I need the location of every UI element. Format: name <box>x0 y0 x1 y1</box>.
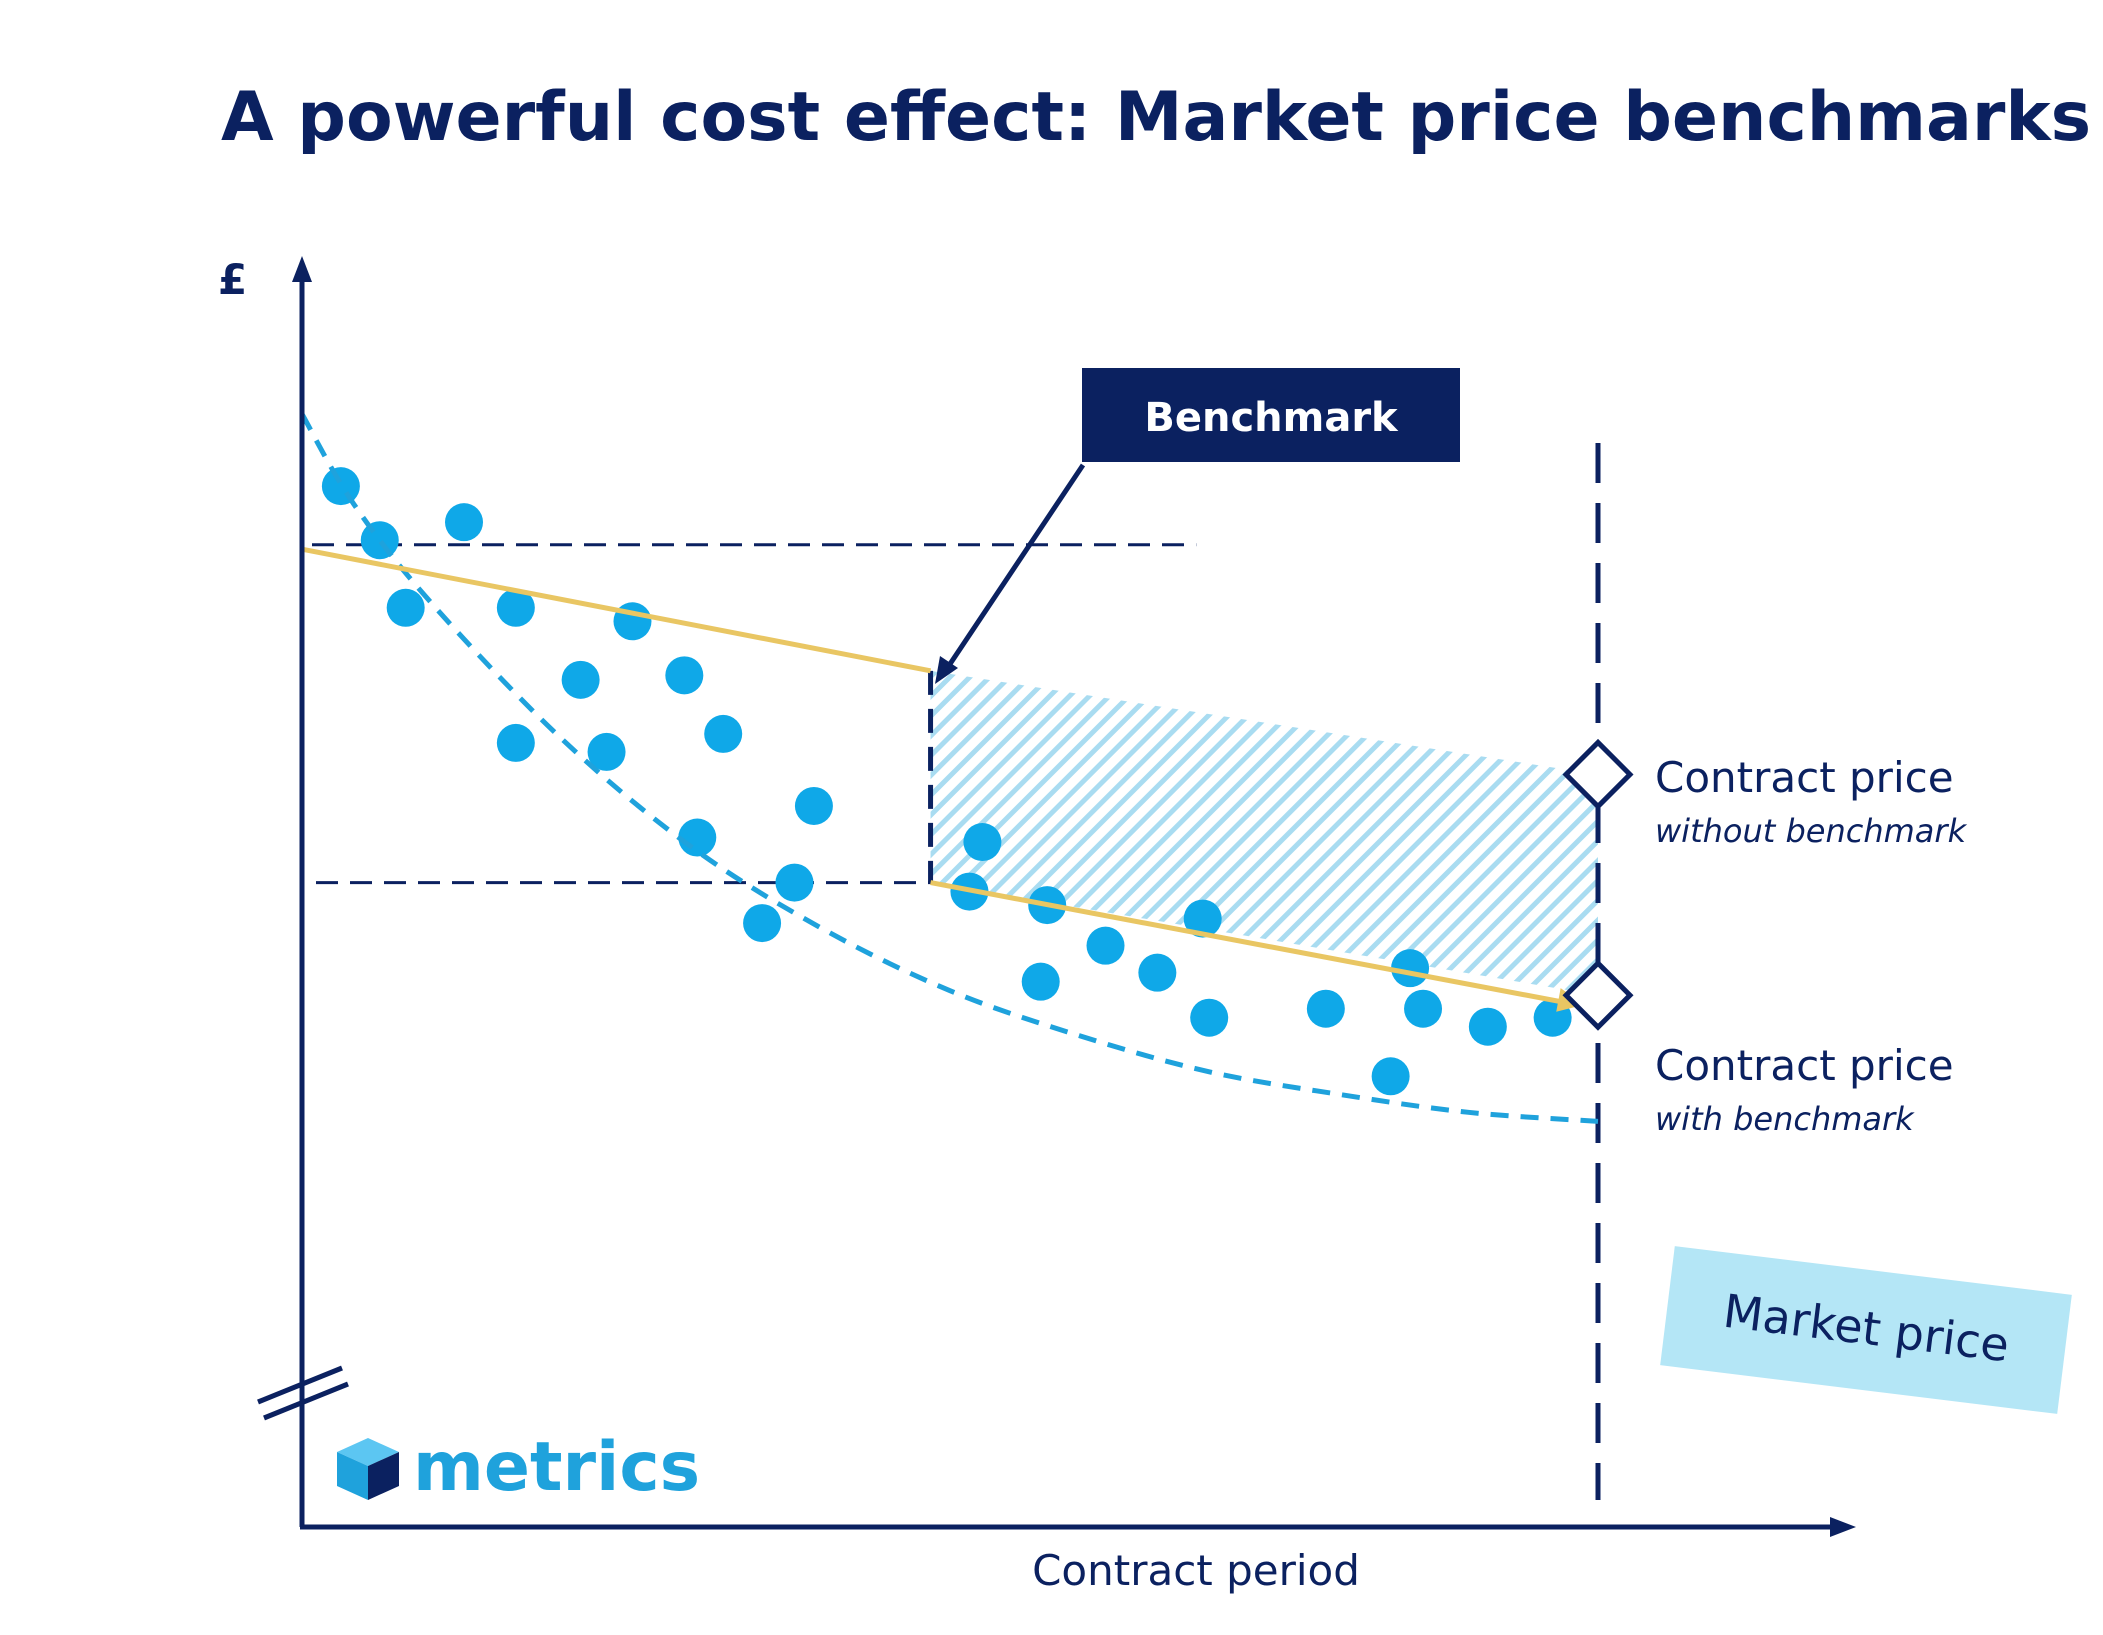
market-price-label-box <box>1660 1246 2072 1414</box>
data-point <box>1306 989 1345 1028</box>
data-point <box>775 863 814 902</box>
benchmark-callout-arrow <box>939 463 1086 678</box>
data-point <box>665 656 704 695</box>
axis-break-mark <box>263 1381 349 1421</box>
data-point <box>1138 953 1177 992</box>
data-point <box>496 723 535 762</box>
x-axis-arrowhead <box>1830 1517 1856 1537</box>
data-point <box>794 786 833 825</box>
data-point <box>743 904 782 943</box>
savings-hatched-area <box>930 670 1598 996</box>
data-point <box>587 732 626 771</box>
data-point <box>1021 962 1060 1001</box>
data-point <box>1404 989 1443 1028</box>
contract-line-without-benchmark <box>301 546 932 674</box>
cube-icon <box>337 1438 399 1500</box>
market-price-curve <box>299 412 1599 1124</box>
data-point <box>963 823 1002 862</box>
diamond-marker-without-benchmark <box>1562 738 1634 810</box>
market-price-label-group: Market price <box>1660 1246 2072 1414</box>
data-point <box>704 714 743 753</box>
data-point <box>386 588 425 627</box>
data-point <box>1190 998 1229 1037</box>
y-axis-arrowhead <box>292 256 312 282</box>
benchmark-label: Benchmark <box>1144 395 1399 441</box>
contract-with-title: Contract price <box>1655 1041 1954 1090</box>
data-point <box>1086 926 1125 965</box>
data-point <box>496 588 535 627</box>
data-point <box>561 660 600 699</box>
contract-without-subtitle: without benchmark <box>1655 812 1968 850</box>
benchmark-label-box <box>1082 368 1460 462</box>
data-point <box>1468 1007 1507 1046</box>
data-point <box>678 818 717 857</box>
chart-title: A powerful cost effect: Market price ben… <box>221 78 2091 157</box>
contract-without-title: Contract price <box>1655 753 1954 802</box>
data-point <box>321 467 360 506</box>
data-point <box>1391 949 1430 988</box>
data-point <box>613 602 652 641</box>
benchmark-callout-arrowhead <box>935 656 958 684</box>
data-point <box>445 503 483 542</box>
metrics-logo: metrics <box>337 1428 700 1507</box>
contract-with-subtitle: with benchmark <box>1655 1100 1915 1138</box>
contract-line-with-benchmark <box>930 880 1599 1012</box>
x-axis-label: Contract period <box>1032 1546 1360 1595</box>
data-point <box>1371 1057 1410 1096</box>
axis-break-mark <box>257 1365 343 1405</box>
data-point <box>1183 899 1222 938</box>
brand-name: metrics <box>413 1428 700 1507</box>
y-axis-label: £ <box>218 255 247 304</box>
diamond-marker-with-benchmark <box>1562 959 1634 1031</box>
